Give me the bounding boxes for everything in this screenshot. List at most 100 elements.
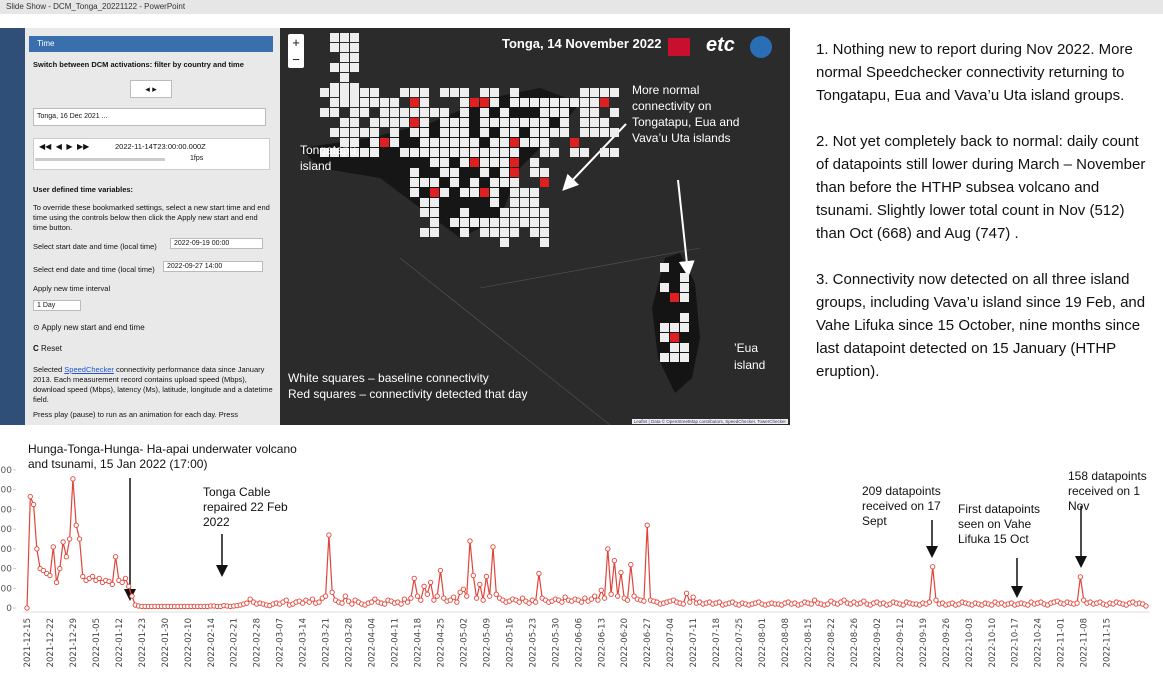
data-point xyxy=(596,598,600,602)
x-tick-label: 2022-05-02 xyxy=(459,618,469,667)
map-square xyxy=(670,323,679,332)
end-input[interactable]: 2022-09-27 14:00 xyxy=(163,261,263,272)
data-point xyxy=(619,570,623,574)
map-square xyxy=(350,63,359,72)
map-square xyxy=(530,158,539,167)
map-square xyxy=(420,208,429,217)
data-point xyxy=(471,573,475,577)
itu-logo xyxy=(750,36,772,58)
data-point xyxy=(537,571,541,575)
data-point xyxy=(478,582,482,586)
zoom-in[interactable]: + xyxy=(288,34,304,51)
map-square xyxy=(520,208,529,217)
map-square xyxy=(520,188,529,197)
map-square xyxy=(660,353,669,362)
x-tick-label: 2022-08-08 xyxy=(781,618,791,667)
switch-button[interactable]: ◂ ▸ xyxy=(130,80,172,98)
map-square xyxy=(340,53,349,62)
data-point xyxy=(77,537,81,541)
map-square xyxy=(580,88,589,97)
x-tick-label: 2022-03-21 xyxy=(322,618,332,667)
map-square xyxy=(490,158,499,167)
data-point xyxy=(120,580,124,584)
map-square xyxy=(470,158,479,167)
map-square xyxy=(340,118,349,127)
start-label: Select start date and time (local time) xyxy=(33,242,157,251)
speedchecker-link[interactable]: SpeedChecker xyxy=(64,365,114,374)
map-square xyxy=(460,148,469,157)
interval-label: Apply new time interval xyxy=(33,284,110,293)
activation-dropdown[interactable]: Tonga, 16 Dec 2021 ... xyxy=(33,108,266,126)
data-point xyxy=(284,598,288,602)
x-tick-label: 2022-10-03 xyxy=(965,618,975,667)
map-square xyxy=(500,178,509,187)
map-square xyxy=(590,128,599,137)
y-tick-label: 600 xyxy=(0,486,12,496)
data-point xyxy=(517,600,521,604)
data-point xyxy=(35,547,39,551)
data-point xyxy=(425,592,429,596)
x-tick-label: 2022-09-26 xyxy=(942,618,952,667)
map-square xyxy=(330,98,339,107)
x-tick-label: 2022-09-19 xyxy=(919,618,929,667)
map-square xyxy=(670,343,679,352)
map-square xyxy=(480,128,489,137)
map-square xyxy=(430,148,439,157)
data-point xyxy=(113,555,117,559)
map-square xyxy=(670,353,679,362)
player-controls[interactable]: ◀◀ ◀ ▶ ▶▶ xyxy=(39,142,89,151)
map-square xyxy=(670,293,679,302)
map-square xyxy=(350,98,359,107)
map-square xyxy=(530,138,539,147)
map-square xyxy=(530,198,539,207)
map-square xyxy=(580,148,589,157)
map-square xyxy=(510,118,519,127)
data-point xyxy=(422,584,426,588)
map-square xyxy=(330,108,339,117)
x-tick-label: 2022-06-20 xyxy=(620,618,630,667)
map-square xyxy=(470,98,479,107)
map-square xyxy=(530,228,539,237)
map-square xyxy=(370,138,379,147)
map-square xyxy=(330,33,339,42)
data-point xyxy=(130,594,134,598)
switch-label: Switch between DCM activations: filter b… xyxy=(33,60,273,69)
map-square xyxy=(410,188,419,197)
map-square xyxy=(420,88,429,97)
map-square xyxy=(590,108,599,117)
map-square xyxy=(580,108,589,117)
map-square xyxy=(390,118,399,127)
x-tick-label: 2022-01-05 xyxy=(92,618,102,667)
map-square xyxy=(510,98,519,107)
reset-button[interactable]: C Reset xyxy=(33,344,62,353)
time-slider[interactable] xyxy=(35,158,165,161)
data-point xyxy=(435,594,439,598)
map-square xyxy=(340,33,349,42)
data-point xyxy=(51,545,55,549)
map-square xyxy=(490,198,499,207)
map-square xyxy=(510,228,519,237)
map-square xyxy=(660,263,669,272)
data-point xyxy=(934,598,938,602)
y-tick-label: 500 xyxy=(0,505,12,515)
data-point xyxy=(487,594,491,598)
map-square xyxy=(400,108,409,117)
map-square xyxy=(430,178,439,187)
x-tick-label: 2022-06-13 xyxy=(597,618,607,667)
map-square xyxy=(450,118,459,127)
start-input[interactable]: 2022-09-19 00:00 xyxy=(170,238,263,249)
map-square xyxy=(380,118,389,127)
map-square xyxy=(420,198,429,207)
eua-label: ’Eua island xyxy=(734,340,779,374)
map-square xyxy=(500,138,509,147)
map-square xyxy=(510,158,519,167)
interval-select[interactable]: 1 Day xyxy=(33,300,81,311)
map-square xyxy=(450,178,459,187)
note: 2. Not yet completely back to normal: da… xyxy=(816,130,1151,245)
zoom-out[interactable]: − xyxy=(288,51,304,68)
map-square xyxy=(540,238,549,247)
reset-label: Reset xyxy=(41,344,62,353)
map-square xyxy=(490,188,499,197)
apply-button[interactable]: ⊙ Apply new start and end time xyxy=(33,323,145,332)
map-square xyxy=(490,228,499,237)
